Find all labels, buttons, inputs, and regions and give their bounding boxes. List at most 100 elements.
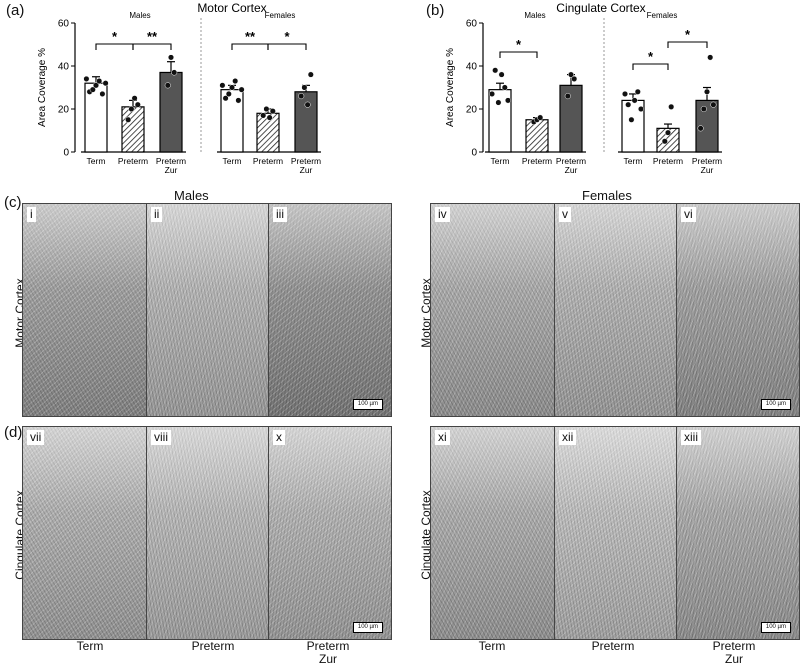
panel-letter-d: (d) — [4, 424, 23, 441]
data-point — [703, 88, 711, 95]
data-point — [96, 78, 103, 85]
x-tick-label: Zur — [701, 165, 714, 175]
data-point — [628, 116, 635, 123]
scale-bar: 100 µm — [352, 399, 383, 410]
data-point — [537, 114, 544, 121]
data-point — [228, 84, 236, 91]
data-point — [92, 82, 100, 89]
col-label-preterm-zur: Preterm Zur — [306, 639, 350, 666]
micrograph-label: ii — [151, 207, 163, 222]
data-point — [637, 105, 645, 113]
significance-label: ** — [245, 29, 256, 44]
data-point — [707, 54, 714, 61]
y-tick-label: 40 — [58, 62, 70, 73]
data-point — [571, 75, 578, 82]
micrograph-panel-viii: viii — [146, 426, 270, 640]
x-tick-label: Zur — [165, 165, 178, 175]
x-tick-label: Preterm — [653, 156, 683, 166]
micrograph-panel-vi: vi 100 µm — [676, 203, 800, 417]
data-point — [488, 90, 496, 97]
y-tick-label: 20 — [466, 105, 478, 116]
y-tick-label: 60 — [466, 19, 478, 30]
col-label-preterm-zur: Preterm Zur — [712, 639, 756, 666]
significance-label: * — [685, 27, 691, 42]
data-point — [128, 105, 135, 113]
chart-title: Cingulate Cortex — [556, 1, 645, 15]
data-point — [492, 67, 499, 74]
data-point — [301, 84, 308, 91]
data-point — [304, 101, 311, 108]
col-label-term: Term — [76, 639, 104, 653]
micrograph-panel-iv: iv — [430, 203, 556, 417]
micrograph-panel-iii: iii 100 µm — [268, 203, 392, 417]
group-name-label: Females — [647, 11, 678, 20]
data-point — [625, 101, 632, 108]
data-point — [263, 105, 270, 113]
data-point — [89, 86, 96, 93]
micrograph-panel-xiii: xiii 100 µm — [676, 426, 800, 640]
data-point — [495, 99, 502, 106]
data-point — [238, 86, 245, 93]
data-point — [661, 138, 668, 145]
x-tick-label: Preterm — [253, 156, 283, 166]
data-point — [167, 54, 175, 61]
y-tick-label: 0 — [63, 148, 69, 159]
scale-bar: 100 µm — [760, 399, 791, 410]
x-tick-label: Preterm — [118, 156, 148, 166]
bar — [159, 71, 183, 153]
data-point — [498, 71, 505, 78]
micrograph-panel-xi: xi — [430, 426, 556, 640]
y-tick-label: 20 — [58, 105, 70, 116]
panel-letter-c: (c) — [4, 194, 22, 211]
micrograph-panel-v: v — [554, 203, 678, 417]
micrograph-label: xi — [435, 430, 450, 445]
data-point — [621, 90, 629, 97]
micrograph-panel-vii: vii — [22, 426, 148, 640]
panel-letter-a: (a) — [6, 2, 25, 19]
significance-bracket — [95, 43, 134, 50]
y-axis-label: Area Coverage % — [445, 48, 456, 127]
data-point — [700, 105, 707, 113]
y-tick-label: 60 — [58, 19, 70, 30]
data-point — [134, 101, 141, 108]
x-tick-label: Preterm — [156, 156, 186, 166]
data-point — [631, 97, 638, 104]
data-point — [222, 95, 229, 102]
bar — [525, 119, 549, 153]
data-point — [664, 129, 672, 136]
significance-label: * — [112, 29, 118, 44]
data-point — [102, 80, 109, 87]
data-point — [567, 71, 575, 78]
data-point — [697, 125, 704, 132]
bar — [559, 84, 583, 153]
data-point — [232, 78, 239, 85]
bar — [294, 91, 318, 153]
col-label-term: Term — [478, 639, 506, 653]
data-point — [171, 69, 178, 76]
chart-title: Motor Cortex — [197, 1, 266, 15]
data-point — [298, 93, 305, 100]
significance-bracket — [267, 43, 307, 50]
data-point — [266, 114, 273, 121]
significance-bracket — [499, 51, 538, 58]
bar — [121, 106, 145, 153]
y-tick-label: 0 — [471, 148, 477, 159]
x-tick-label: Preterm — [522, 156, 552, 166]
data-point — [501, 84, 508, 91]
x-tick-label: Term — [223, 156, 242, 166]
data-point — [125, 116, 132, 123]
data-point — [131, 95, 138, 102]
group-name-label: Males — [524, 11, 545, 20]
col-label-preterm: Preterm — [191, 639, 235, 653]
data-point — [307, 71, 314, 78]
data-point — [235, 97, 242, 104]
data-point — [564, 93, 571, 100]
group-name-label: Males — [129, 11, 150, 20]
micrograph-label: xii — [559, 430, 577, 445]
x-tick-label: Term — [87, 156, 106, 166]
chart-cingulate-cortex: Cingulate Cortex 0 20 40 60 Area Coverage % M… — [445, 1, 722, 175]
micrograph-label: x — [273, 430, 285, 445]
x-tick-label: Zur — [565, 165, 578, 175]
micrograph-label: xiii — [681, 430, 701, 445]
significance-bracket — [667, 41, 708, 48]
